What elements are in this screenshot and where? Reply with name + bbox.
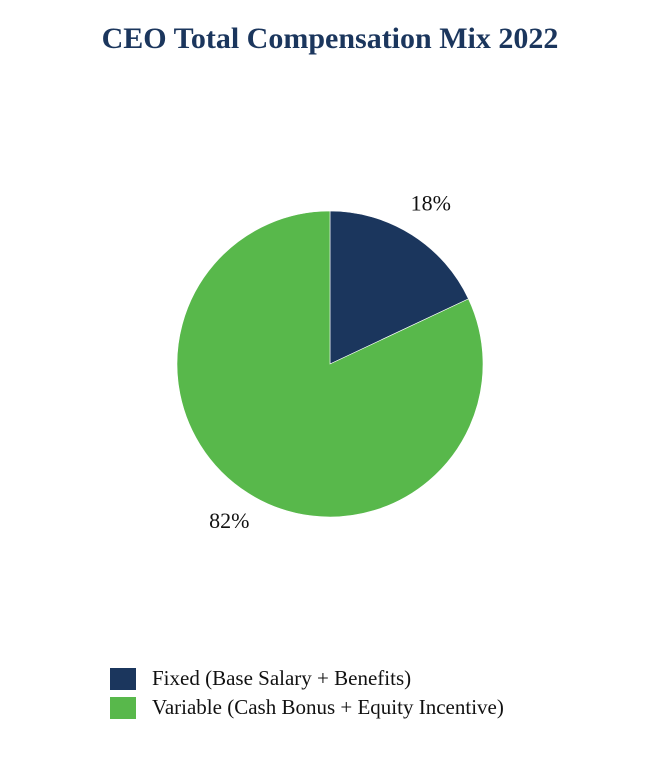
pie-labels: 18% 82% [209, 190, 451, 532]
legend-label-variable: Variable (Cash Bonus + Equity Incentive) [152, 695, 504, 719]
legend-label-fixed: Fixed (Base Salary + Benefits) [152, 666, 412, 690]
legend-item-variable: Variable (Cash Bonus + Equity Incentive) [110, 693, 504, 722]
legend-item-fixed: Fixed (Base Salary + Benefits) [110, 664, 504, 693]
legend: Fixed (Base Salary + Benefits) Variable … [110, 664, 504, 722]
legend-swatch-variable [110, 696, 136, 719]
pie-chart: 18% 82% [176, 190, 484, 533]
pie-slice-0 [329, 210, 469, 365]
pie-slices [176, 210, 484, 518]
pie-slice-1 [176, 210, 484, 518]
pie-slice-label-0: 18% [411, 190, 451, 215]
legend-swatch-fixed [110, 667, 136, 690]
pie-slice-label-1: 82% [209, 508, 249, 533]
chart-title: CEO Total Compensation Mix 2022 [101, 22, 559, 55]
